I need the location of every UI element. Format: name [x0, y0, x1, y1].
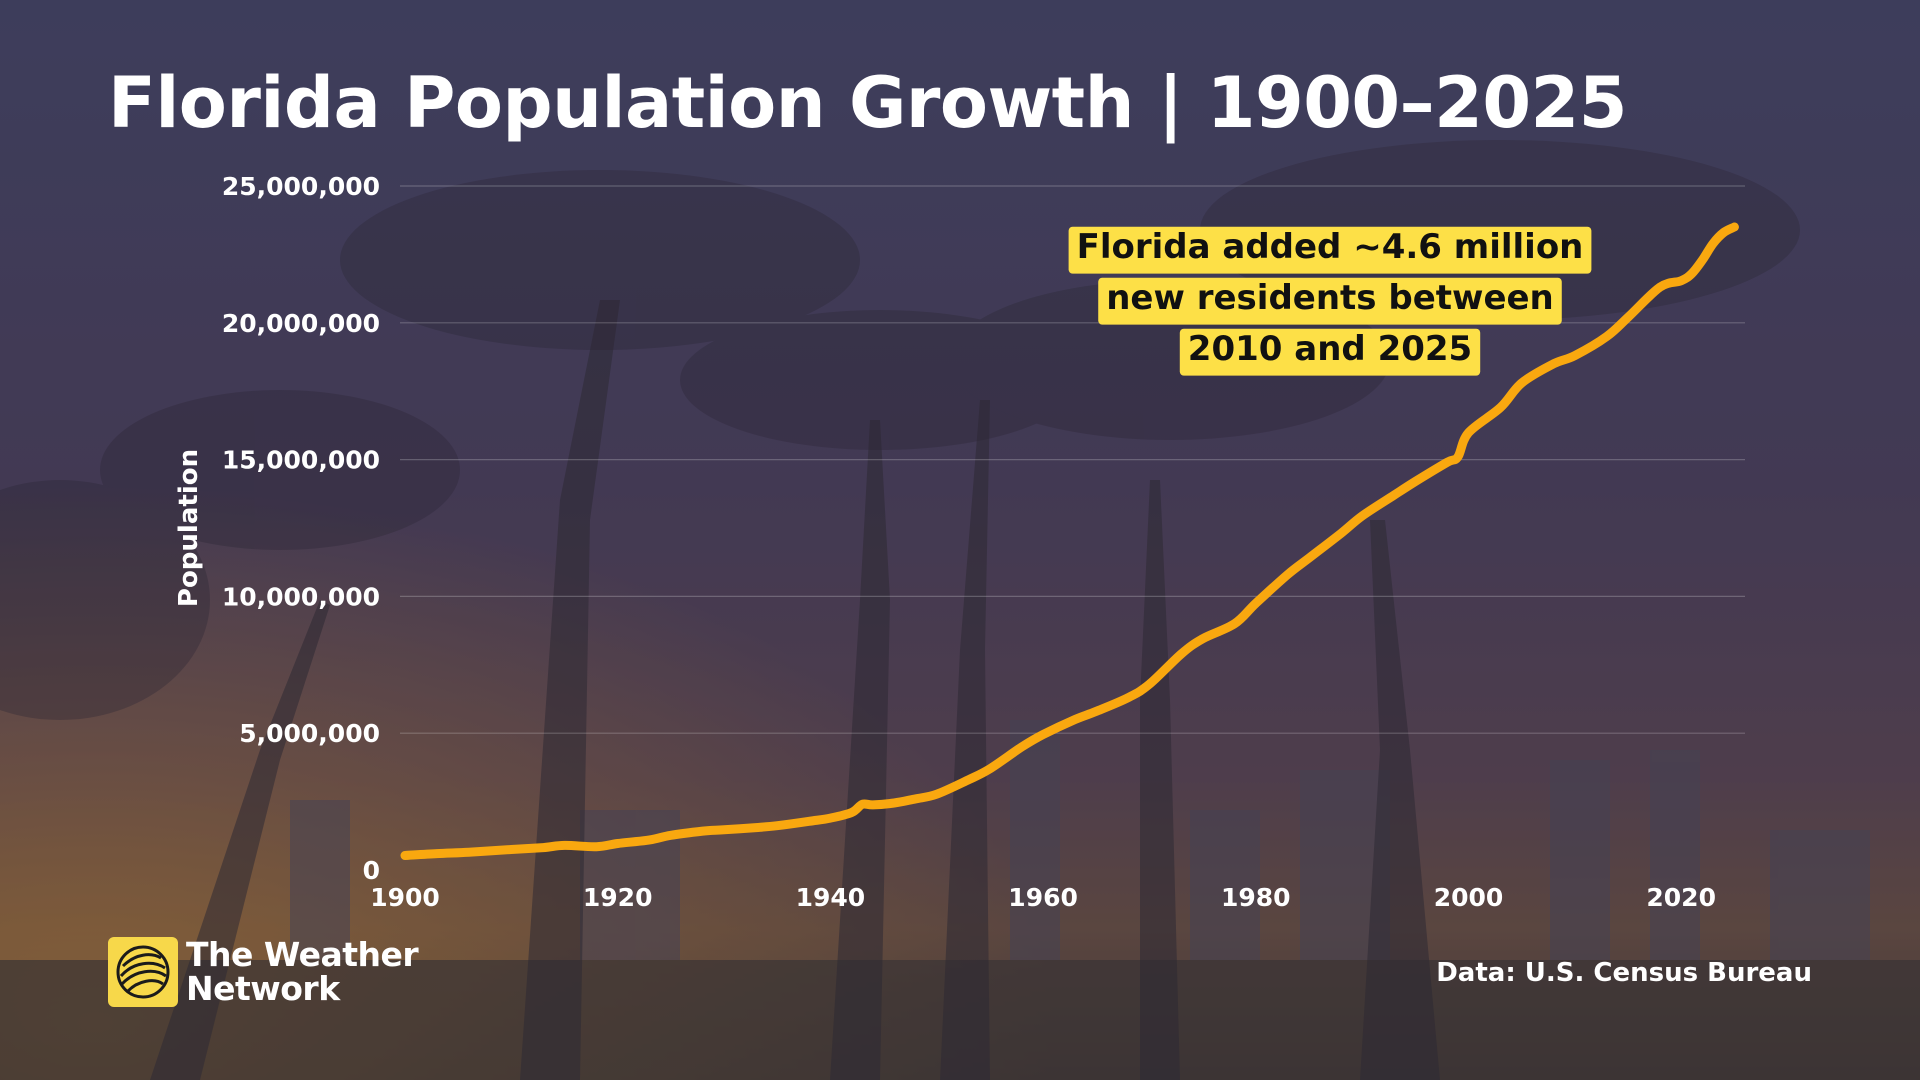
- population-series-line: [400, 222, 1739, 860]
- annotation-callout: Florida added ~4.6 million new residents …: [1068, 226, 1592, 376]
- x-tick-label: 1940: [796, 883, 866, 912]
- annotation-highlight: [1068, 226, 1592, 274]
- y-tick-label: 15,000,000: [222, 446, 380, 475]
- x-tick-label: 2020: [1646, 883, 1716, 912]
- annotation-line: new residents between: [1106, 278, 1554, 318]
- brand-name: The Weather Network: [186, 935, 419, 1008]
- series-group: [400, 222, 1739, 860]
- x-tick-label: 1920: [583, 883, 653, 912]
- x-axis-ticks: 1900 1920 1940 1960 1980 2000 2020: [370, 883, 1716, 912]
- y-axis-ticks: 0 5,000,000 10,000,000 15,000,000 20,000,000…: [222, 172, 380, 885]
- data-source: Data: U.S. Census Bureau: [1436, 958, 1812, 988]
- y-tick-label: 5,000,000: [239, 719, 380, 748]
- annotation-highlight: [1098, 277, 1562, 325]
- annotation-line: Florida added ~4.6 million: [1077, 227, 1584, 267]
- y-tick-label: 10,000,000: [222, 582, 380, 611]
- brand-logo[interactable]: The Weather Network: [108, 935, 419, 1008]
- annotation-line: 2010 and 2025: [1188, 329, 1472, 369]
- x-tick-label: 1900: [370, 883, 440, 912]
- brand-name-line2: Network: [186, 969, 340, 1008]
- y-tick-label: 20,000,000: [222, 309, 380, 338]
- brand-name-line1: The Weather: [186, 935, 419, 974]
- y-axis-label: Population: [174, 449, 204, 607]
- annotation-highlight: [1179, 328, 1481, 376]
- x-tick-label: 2000: [1434, 883, 1504, 912]
- globe-icon: [108, 937, 178, 1007]
- y-tick-label: 25,000,000: [222, 172, 380, 201]
- y-tick-label: 0: [363, 856, 380, 885]
- chart-title: Florida Population Growth | 1900–2025: [108, 62, 1627, 144]
- x-tick-label: 1980: [1221, 883, 1291, 912]
- x-tick-label: 1960: [1008, 883, 1078, 912]
